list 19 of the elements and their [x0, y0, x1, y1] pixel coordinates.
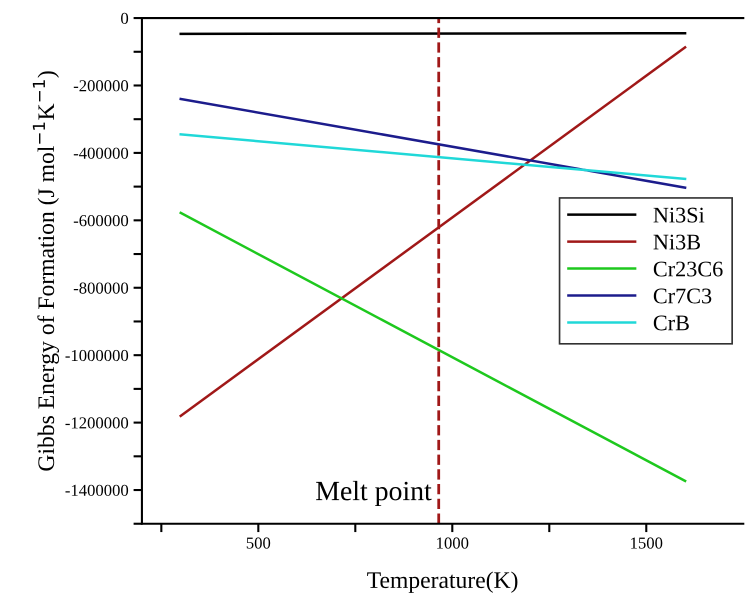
x-tick-label: 500: [246, 537, 270, 549]
y-tick-label: -1400000: [65, 484, 128, 496]
x-tick-label: 1500: [631, 537, 662, 549]
y-tick-label: -200000: [74, 80, 128, 92]
legend-label: CrB: [654, 316, 689, 330]
y-tick-label: -1000000: [65, 350, 128, 362]
y-tick-label: -400000: [74, 148, 128, 159]
x-tick-label: 1000: [437, 537, 468, 549]
x-axis-title: Temperature(K): [367, 571, 518, 593]
legend-label: Ni3B: [654, 234, 700, 250]
legend-label: Cr23C6: [654, 262, 723, 277]
y-tick-label: -1200000: [65, 417, 128, 429]
legend-label: Cr7C3: [654, 288, 712, 304]
y-axis-title: Gibbs Energy of Formation (J mol$^{−1}$K$^{−1}$): [32, 71, 60, 471]
ref-line-label: Melt point: [316, 480, 432, 506]
y-tick-label: -800000: [74, 282, 128, 294]
y-tick-label: -600000: [74, 215, 128, 226]
legend-label: Ni3Si: [654, 208, 704, 223]
y-tick-label: 0: [121, 12, 128, 24]
